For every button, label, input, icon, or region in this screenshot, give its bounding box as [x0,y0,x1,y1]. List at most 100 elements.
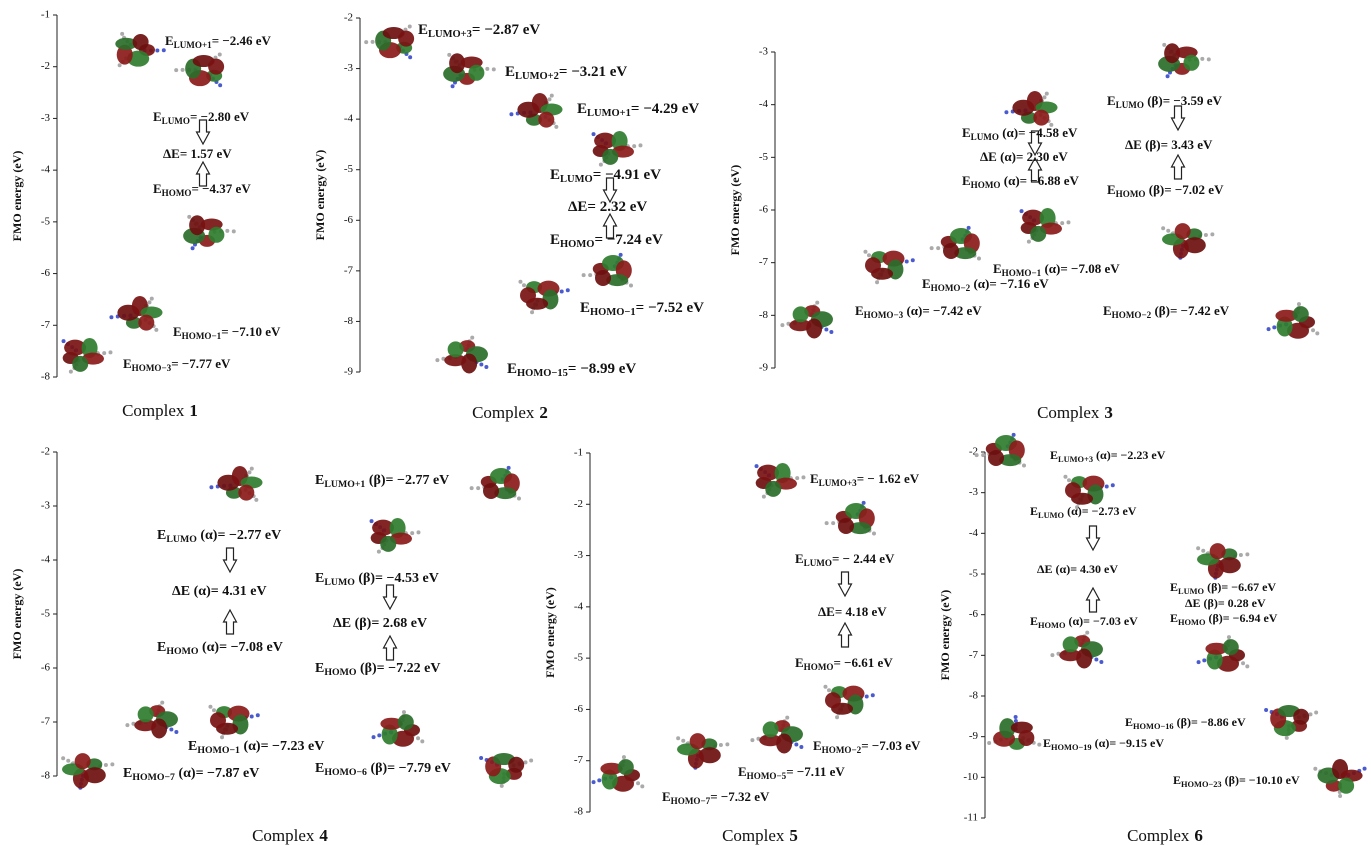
atom [218,53,222,57]
atom [1196,546,1200,550]
atom [582,273,586,277]
atom [835,715,839,719]
atom [187,215,191,219]
orbital-image [780,301,833,339]
level-label: EHOMO−2 (α)= −7.16 eV [922,276,1049,293]
level-label: ELUMO (β)= −4.53 eV [315,571,439,588]
atom [599,163,603,167]
atom [1313,767,1317,771]
arrow [839,572,852,596]
atom [109,315,113,319]
atom [1085,631,1089,635]
level-label: ELUMO+3 (α)= −2.23 eV [1050,448,1166,464]
lobe [75,753,91,769]
orbital-image [470,466,521,501]
level-label: EHOMO= −7.24 eV [550,232,663,250]
label-subscript: LUMO+3 [428,29,472,40]
atom [518,280,522,284]
level-label: EHOMO (β)= −6.94 eV [1170,611,1278,627]
lobe [483,483,499,499]
label-symbol: E [1030,614,1038,628]
caption-text: Complex [122,401,185,420]
y-tick-label: -6 [344,214,354,226]
label-symbol: E [795,551,804,566]
label-value: (α)= −7.42 eV [903,303,982,318]
label-subscript: HOMO−19 [1051,743,1092,752]
label-value: = −7.52 eV [636,300,705,316]
atom [1067,478,1071,482]
y-tick-label: -4 [969,527,979,539]
orbital-image [863,250,914,285]
label-subscript: HOMO−15 [517,368,568,379]
y-axis-label: FMO energy (eV) [728,165,742,256]
atom [681,739,685,743]
arrow [224,610,237,634]
atom [507,466,511,470]
atom [1066,220,1070,224]
orbital-image [125,701,178,739]
atom [479,756,483,760]
atom [560,290,564,294]
caption-number: 6 [1194,826,1203,845]
atom [1338,794,1342,798]
level-label: EHOMO (β)= −7.02 eV [1107,182,1224,199]
label-subscript: HOMO−7 [132,772,175,783]
orbital-image [479,753,533,788]
arrow [1172,155,1185,179]
orbital-image [183,215,236,250]
atom [1241,661,1245,665]
orbital-image [1197,635,1250,672]
y-tick-label: -8 [759,309,769,321]
atom [1200,57,1204,61]
lobe [468,65,484,81]
lobe [380,536,396,552]
atom [1099,660,1103,664]
atom [1245,552,1249,556]
label-value: = −2.80 eV [190,109,250,124]
lobe [1030,226,1046,242]
atom [981,453,985,457]
lobe [1065,482,1081,498]
atom [402,710,406,714]
atom [863,250,867,254]
lobe [793,306,809,322]
lobe [133,34,149,50]
atom [174,68,178,72]
atom [676,736,680,740]
label-subscript: LUMO+1 [587,108,631,119]
label-value: = −4.37 eV [191,181,251,196]
atom [619,253,623,257]
arrow [1087,526,1100,550]
level-label: EHOMO (α)= −7.08 eV [157,640,283,657]
orbital-image [435,336,488,374]
y-tick-label: -6 [759,204,769,216]
y-tick-label: -6 [41,267,51,279]
label-symbol: E [580,300,590,316]
y-tick-label: -4 [41,554,51,566]
y-tick-label: -10 [963,771,978,783]
label-subscript: LUMO [971,132,999,142]
atom [1043,95,1047,99]
lobe [210,712,226,728]
level-label: ELUMO (β)= −6.67 eV [1170,580,1276,596]
level-label: EHOMO−6 (β)= −7.79 eV [315,761,451,778]
atom [636,781,640,785]
label-symbol: E [123,356,132,371]
orbital-image [109,296,162,332]
y-tick-label: -8 [41,770,51,782]
label-symbol: E [550,167,560,183]
label-symbol: E [1125,715,1133,729]
atom [1105,485,1109,489]
orbital-image [518,280,569,315]
orbital-image [372,710,425,747]
y-axis-label: FMO energy (eV) [543,587,557,678]
atom [248,470,252,474]
label-subscript: HOMO−2 [1112,310,1152,320]
label-symbol: E [1170,580,1178,594]
atom [967,226,971,230]
level-label: ELUMO (α)= −2.77 eV [157,528,281,545]
label-symbol: E [165,33,174,48]
atom [780,323,784,327]
orbital-image [1050,631,1103,669]
